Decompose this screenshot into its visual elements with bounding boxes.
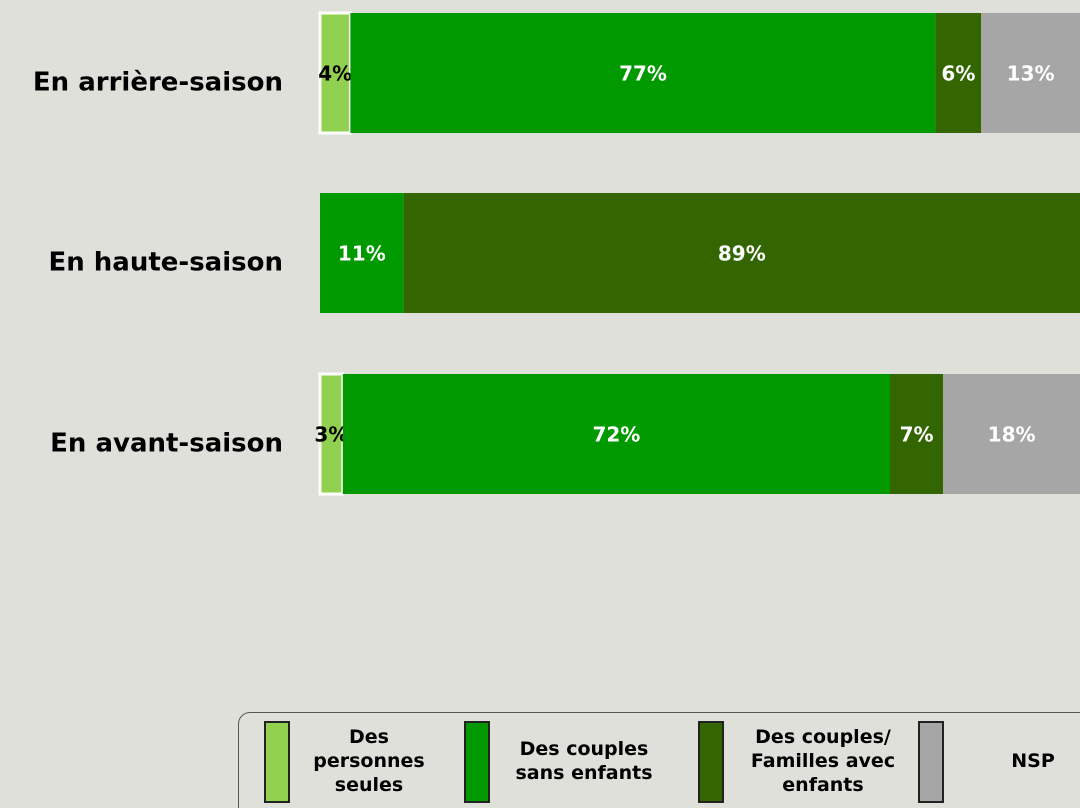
value-label: 6% — [941, 62, 975, 86]
bar-segment — [318, 11, 352, 135]
bar-segment — [403, 193, 1080, 313]
legend-swatch — [264, 721, 290, 803]
legend-swatch — [464, 721, 490, 803]
category-label: En arrière-saison — [33, 68, 283, 98]
bar-segment — [342, 374, 890, 494]
legend-label: NSP — [1011, 749, 1055, 772]
bar-segment — [350, 13, 936, 133]
value-label: 89% — [718, 242, 766, 266]
legend: Des personnes seules Des couples sans enf… — [238, 712, 1080, 808]
category-label: En haute-saison — [48, 248, 283, 278]
bar-segment — [935, 13, 982, 133]
legend-swatch — [918, 721, 944, 803]
value-label: 13% — [1007, 62, 1055, 86]
value-label: 7% — [900, 423, 934, 447]
value-label: 77% — [619, 62, 667, 86]
bar-segment — [320, 193, 404, 313]
legend-label: Des personnes seules — [313, 725, 425, 796]
value-label: 3% — [314, 423, 348, 447]
bar-segment — [890, 374, 944, 494]
legend-label: Des couples/ Familles avec enfants — [750, 725, 896, 796]
bar-segment — [981, 13, 1080, 133]
value-label: 4% — [318, 62, 352, 86]
value-label: 11% — [338, 242, 386, 266]
value-label: 18% — [988, 423, 1036, 447]
category-label: En avant-saison — [50, 429, 283, 459]
value-label: 72% — [592, 423, 640, 447]
bar-segment — [943, 374, 1080, 494]
legend-label: Des couples sans enfants — [515, 737, 653, 784]
legend-swatch — [698, 721, 724, 803]
